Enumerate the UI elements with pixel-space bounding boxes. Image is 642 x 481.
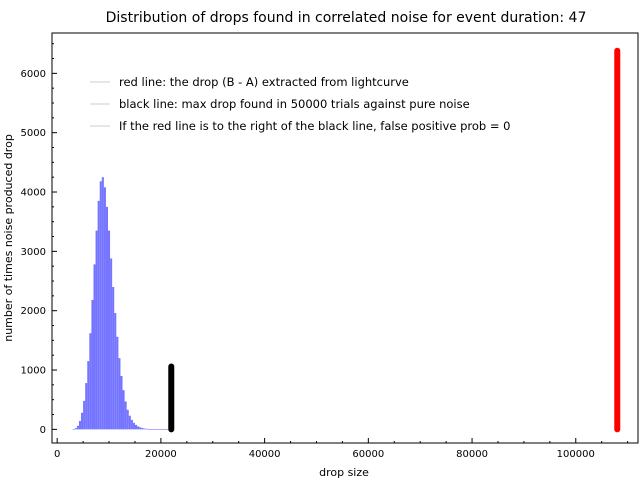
legend: red line: the drop (B - A) extracted fro… <box>90 75 510 133</box>
histogram-bar <box>124 401 127 430</box>
histogram-bar <box>81 412 84 430</box>
vertical-lines <box>168 47 621 433</box>
y-tick-label: 2000 <box>21 306 46 317</box>
histogram-bar <box>87 361 90 430</box>
histogram-bar <box>120 375 123 430</box>
y-tick-label: 6000 <box>21 69 46 80</box>
histogram-bar <box>103 187 106 430</box>
histogram-bar <box>157 429 160 430</box>
histogram-bar <box>164 429 167 430</box>
histogram-bar <box>151 429 154 430</box>
x-tick-label: 100000 <box>557 449 595 460</box>
histogram-bar <box>76 425 79 430</box>
legend-entry: black line: max drop found in 50000 tria… <box>119 97 470 111</box>
histogram-bar <box>155 429 158 430</box>
legend-entry: If the red line is to the right of the b… <box>119 119 510 133</box>
histogram-bar <box>143 428 146 430</box>
histogram-bar <box>137 426 140 430</box>
histogram-bar <box>166 429 169 430</box>
y-tick-label: 3000 <box>21 247 46 258</box>
histogram-bar <box>72 429 75 430</box>
histogram-bar <box>118 358 121 430</box>
histogram-bar <box>122 390 125 430</box>
histogram-bar <box>134 424 138 430</box>
histogram-bar <box>93 264 96 430</box>
histogram-bar <box>130 419 133 430</box>
histogram-bar <box>85 383 88 430</box>
histogram-bar <box>112 286 115 430</box>
histogram-bar <box>147 428 150 430</box>
histogram-bar <box>128 415 131 430</box>
histogram-bar <box>74 428 77 430</box>
histogram-bar <box>141 427 144 430</box>
histogram-bar <box>159 429 162 430</box>
histogram-bar <box>161 429 165 430</box>
y-tick-label: 0 <box>40 425 46 436</box>
x-axis-ticks: 0 20000 40000 60000 80000 100000 <box>54 438 629 460</box>
y-axis-label: number of times noise produced drop <box>2 134 15 342</box>
y-tick-label: 5000 <box>21 128 46 139</box>
x-tick-label: 20000 <box>145 449 177 460</box>
histogram-bar <box>149 429 152 430</box>
legend-entry: red line: the drop (B - A) extracted fro… <box>119 75 409 89</box>
histogram-bar <box>97 200 100 430</box>
histogram-bar <box>114 313 117 430</box>
histogram-bar <box>89 333 92 430</box>
x-tick-label: 60000 <box>352 449 384 460</box>
plot-frame <box>51 32 639 444</box>
x-tick-label: 0 <box>54 449 60 460</box>
histogram-bar <box>83 400 86 430</box>
x-axis-label: drop size <box>319 466 369 479</box>
histogram-bar <box>145 428 148 430</box>
histogram-bar <box>139 427 142 430</box>
y-axis-ticks: 0 1000 2000 3000 4000 5000 6000 <box>21 43 57 436</box>
histogram-bar <box>132 422 135 430</box>
histogram-bar <box>153 429 156 430</box>
y-tick-label: 4000 <box>21 188 46 199</box>
histogram-bar <box>99 181 102 430</box>
histogram-bar <box>101 177 104 430</box>
y-tick-label: 1000 <box>21 366 46 377</box>
chart-title: Distribution of drops found in correlate… <box>106 10 587 26</box>
histogram-bar <box>126 409 129 430</box>
x-tick-label: 80000 <box>456 449 488 460</box>
histogram-bars <box>72 177 169 430</box>
histogram-bar <box>95 230 98 430</box>
x-tick-label: 40000 <box>249 449 281 460</box>
histogram-bar <box>110 258 113 430</box>
histogram-bar <box>78 421 82 430</box>
histogram-bar <box>108 230 111 430</box>
histogram-bar <box>91 300 94 430</box>
histogram-bar <box>105 206 109 430</box>
histogram-bar <box>116 336 119 430</box>
